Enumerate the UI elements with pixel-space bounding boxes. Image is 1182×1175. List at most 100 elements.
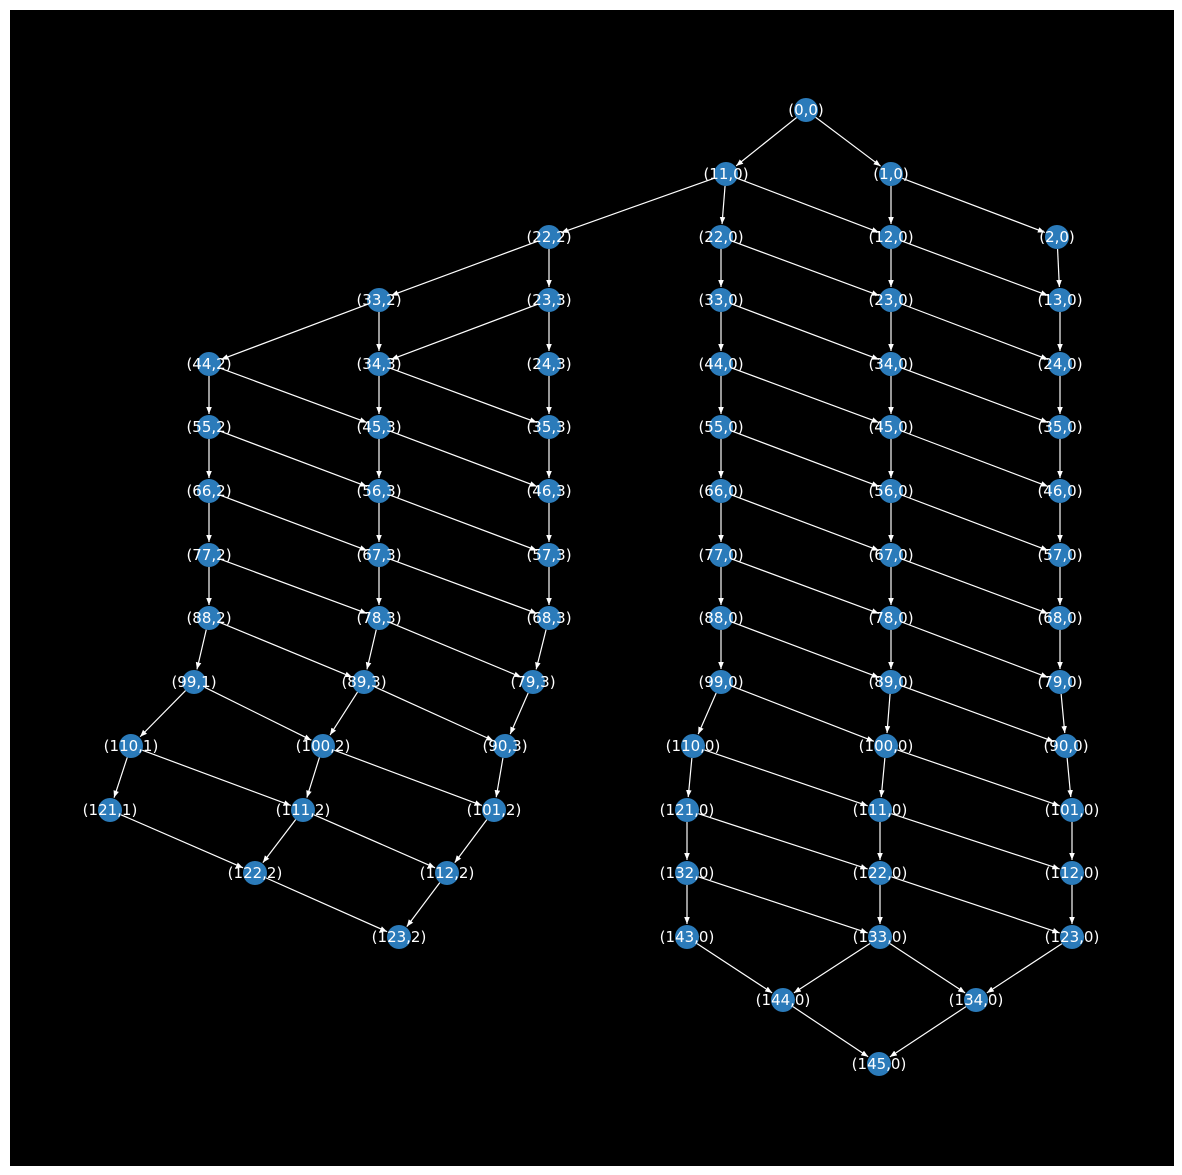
edge-22-0-to-23-0 bbox=[732, 240, 880, 297]
node-label: (24,0) bbox=[1037, 355, 1082, 373]
node-111-0: (111,0) bbox=[853, 798, 907, 822]
node-12-0: (12,0) bbox=[868, 225, 914, 249]
node-circle bbox=[291, 798, 315, 822]
edge-143-0-to-144-0 bbox=[696, 943, 773, 994]
node-label: (44,0) bbox=[698, 355, 743, 373]
edge-110-1-to-111-2 bbox=[142, 749, 292, 807]
edge-2-0-to-13-0 bbox=[1056, 248, 1062, 288]
node-label: (99,1) bbox=[171, 673, 216, 691]
edge-79-0-to-90-0 bbox=[1060, 693, 1067, 734]
edge-110-0-to-111-0 bbox=[704, 749, 868, 807]
node-77-2: (77,2) bbox=[186, 543, 232, 567]
node-circle bbox=[1048, 543, 1072, 567]
node-circle bbox=[964, 988, 988, 1012]
node-label: (144,0) bbox=[756, 991, 811, 1009]
edge-33-0-to-34-0 bbox=[732, 303, 880, 360]
node-circle bbox=[1048, 415, 1072, 439]
node-circle bbox=[794, 98, 818, 122]
node-99-0: (99,0) bbox=[698, 670, 744, 694]
node-label: (35,3) bbox=[526, 418, 571, 436]
node-label: (55,2) bbox=[186, 418, 231, 436]
node-circle bbox=[709, 543, 733, 567]
node-121-1: (121,1) bbox=[83, 798, 137, 822]
node-circle bbox=[1048, 606, 1072, 630]
node-89-3: (89,3) bbox=[341, 670, 387, 694]
node-circle bbox=[435, 861, 459, 885]
node-circle bbox=[879, 606, 903, 630]
node-label: (79,3) bbox=[510, 673, 555, 691]
node-24-3: (24,3) bbox=[526, 352, 572, 376]
node-111-2: (111,2) bbox=[276, 798, 330, 822]
node-label: (99,0) bbox=[698, 673, 743, 691]
node-circle bbox=[1045, 225, 1069, 249]
node-122-2: (122,2) bbox=[228, 861, 282, 885]
edge-23-0-to-24-0 bbox=[902, 303, 1049, 360]
edge-90-0-to-101-0 bbox=[1066, 757, 1073, 798]
node-circle bbox=[709, 288, 733, 312]
node-label: (12,0) bbox=[868, 228, 913, 246]
node-46-3: (46,3) bbox=[526, 479, 572, 503]
node-circle bbox=[537, 606, 561, 630]
node-112-0: (112,0) bbox=[1045, 861, 1099, 885]
node-circle bbox=[182, 670, 206, 694]
node-label: (35,0) bbox=[1037, 418, 1082, 436]
node-66-2: (66,2) bbox=[186, 479, 232, 503]
node-circle bbox=[521, 670, 545, 694]
node-circle bbox=[493, 734, 517, 758]
node-label: (67,0) bbox=[868, 546, 913, 564]
node-label: (110,0) bbox=[666, 737, 721, 755]
node-circle bbox=[874, 734, 898, 758]
node-circle bbox=[1054, 734, 1078, 758]
node-11-0: (11,0) bbox=[703, 162, 749, 186]
edge-34-3-to-35-3 bbox=[390, 367, 538, 424]
node-circle bbox=[197, 352, 221, 376]
node-79-3: (79,3) bbox=[510, 670, 556, 694]
edge-110-0-to-121-0 bbox=[686, 757, 693, 798]
node-122-0: (122,0) bbox=[853, 861, 907, 885]
node-circle bbox=[367, 606, 391, 630]
node-label: (1,0) bbox=[873, 165, 909, 183]
edge-56-3-to-57-3 bbox=[390, 494, 538, 551]
node-label: (57,3) bbox=[526, 546, 571, 564]
node-label: (22,0) bbox=[698, 228, 743, 246]
edge-122-2-to-123-2 bbox=[265, 877, 388, 933]
edge-45-3-to-46-3 bbox=[390, 430, 538, 487]
node-circle bbox=[879, 352, 903, 376]
node-100-2: (100,2) bbox=[296, 734, 350, 758]
node-circle bbox=[98, 798, 122, 822]
node-label: (23,3) bbox=[526, 291, 571, 309]
node-label: (90,0) bbox=[1043, 737, 1088, 755]
edge-89-3-to-100-2 bbox=[329, 691, 359, 736]
node-label: (11,0) bbox=[703, 165, 748, 183]
node-label: (23,0) bbox=[868, 291, 913, 309]
node-label: (34,3) bbox=[356, 355, 401, 373]
node-circle bbox=[197, 543, 221, 567]
node-132-0: (132,0) bbox=[660, 861, 714, 885]
edge-133-0-to-144-0 bbox=[793, 943, 871, 994]
node-101-0: (101,0) bbox=[1045, 798, 1099, 822]
node-label: (88,2) bbox=[186, 609, 231, 627]
edge-11-0-to-22-2 bbox=[561, 177, 715, 234]
edge-34-0-to-35-0 bbox=[902, 367, 1049, 424]
edge-55-2-to-56-3 bbox=[220, 430, 368, 487]
node-133-0: (133,0) bbox=[853, 925, 907, 949]
edge-66-0-to-67-0 bbox=[732, 494, 880, 551]
node-circle bbox=[709, 225, 733, 249]
node-34-0: (34,0) bbox=[868, 352, 914, 376]
node-33-2: (33,2) bbox=[356, 288, 402, 312]
node-circle bbox=[879, 415, 903, 439]
edge-89-0-to-100-0 bbox=[884, 693, 891, 734]
node-123-2: (123,2) bbox=[372, 925, 426, 949]
edge-100-0-to-111-0 bbox=[879, 757, 886, 798]
node-circle bbox=[709, 479, 733, 503]
node-circle bbox=[879, 670, 903, 694]
node-label: (34,0) bbox=[868, 355, 913, 373]
node-circle bbox=[537, 288, 561, 312]
node-circle bbox=[352, 670, 376, 694]
node-label: (89,0) bbox=[868, 673, 913, 691]
node-45-0: (45,0) bbox=[868, 415, 914, 439]
edge-100-2-to-111-2 bbox=[306, 757, 320, 798]
node-circle bbox=[675, 798, 699, 822]
edge-layer bbox=[113, 116, 1075, 1058]
